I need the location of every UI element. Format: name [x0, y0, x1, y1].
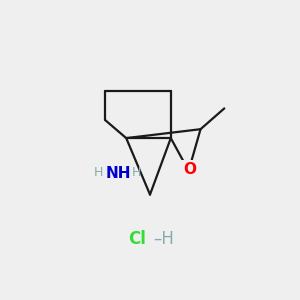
- Text: –H: –H: [153, 230, 174, 248]
- Text: Cl: Cl: [128, 230, 146, 248]
- Text: H: H: [132, 166, 141, 179]
- Text: O: O: [184, 162, 196, 177]
- Text: H: H: [93, 166, 103, 179]
- Text: NH: NH: [106, 166, 131, 181]
